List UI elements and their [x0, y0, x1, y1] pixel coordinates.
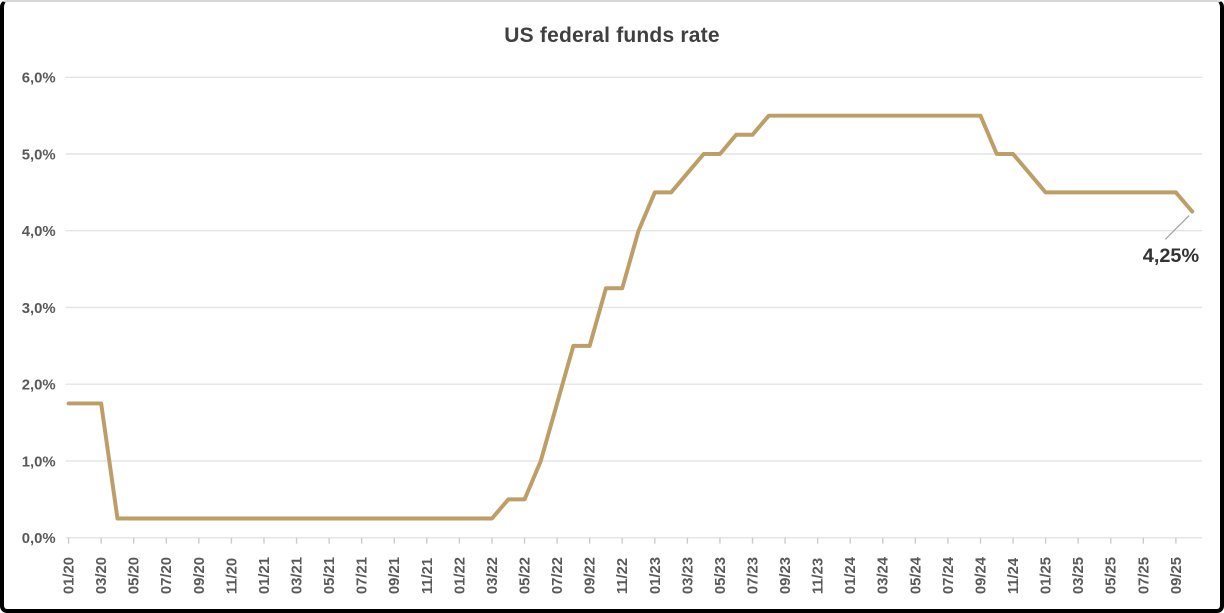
y-axis-tick-label: 5,0%	[22, 147, 56, 163]
x-axis-tick-label: 05/21	[322, 557, 338, 594]
y-axis-tick-label: 6,0%	[22, 71, 56, 87]
x-axis-tick-label: 09/23	[778, 557, 794, 594]
y-axis-tick-label: 2,0%	[22, 378, 56, 394]
x-axis-tick-label: 11/20	[224, 558, 240, 594]
x-axis-tick-label: 01/24	[843, 556, 859, 594]
x-axis-tick-label: 01/20	[62, 557, 78, 594]
x-axis-tick-label: 05/24	[908, 556, 924, 594]
x-axis-tick-label: 07/21	[355, 557, 371, 594]
annotation-leader-line	[1164, 215, 1190, 240]
x-axis-tick-label: 07/23	[745, 557, 761, 594]
x-axis-tick-label: 05/25	[1104, 557, 1120, 594]
fed-funds-rate-line	[66, 113, 1195, 521]
y-axis-tick-label: 0,0%	[22, 531, 56, 547]
x-axis-tick-label: 11/22	[615, 558, 631, 594]
x-axis-tick-label: 01/21	[257, 557, 273, 594]
x-axis-tick-label: 07/24	[941, 556, 957, 594]
line-chart-canvas: 0,0% 1,0% 2,0% 3,0% 4,0% 5,0% 6,0% 01/20 03/20 05…	[22, 71, 1203, 594]
y-axis-tick-label: 1,0%	[22, 454, 56, 470]
x-axis-tick-label: 05/20	[127, 557, 143, 594]
x-axis-tick-label: 07/22	[550, 557, 566, 594]
x-axis-tick-label: 11/23	[811, 558, 827, 594]
x-axis-tick-label: 07/20	[159, 557, 175, 594]
x-axis-tick-label: 01/22	[452, 557, 468, 594]
x-axis-tick-label: 09/22	[583, 557, 599, 594]
x-axis-tick-label: 09/21	[387, 557, 403, 594]
y-axis-tick-label: 4,0%	[22, 224, 56, 240]
x-axis-tick-label: 01/25	[1039, 557, 1055, 594]
x-axis-tick-label: 09/25	[1169, 557, 1185, 594]
annotation-label: 4,25%	[1143, 245, 1200, 267]
x-axis-tick-label: 05/23	[713, 557, 729, 594]
x-axis-tick-label: 07/25	[1136, 557, 1152, 594]
x-axis-tick-label: 03/25	[1071, 557, 1087, 594]
x-axis-tick-label: 05/22	[517, 557, 533, 594]
x-axis-tick-label: 03/20	[94, 557, 110, 594]
y-axis-tick-label: 3,0%	[22, 301, 56, 317]
x-axis-tick-label: 03/23	[680, 557, 696, 594]
x-axis-tick-label: 03/22	[485, 557, 501, 594]
chart-title: US federal funds rate	[504, 24, 720, 47]
x-axis-tick-label: 09/24	[973, 556, 989, 594]
x-axis-tick-label: 11/24	[1006, 557, 1022, 594]
x-axis-tick-label: 03/21	[290, 557, 306, 594]
x-axis-tick-label: 09/20	[192, 557, 208, 594]
x-axis-tick-label: 03/24	[876, 556, 892, 594]
x-axis-tick-label: 11/21	[420, 558, 436, 594]
x-axis-tick-label: 01/23	[648, 557, 664, 594]
